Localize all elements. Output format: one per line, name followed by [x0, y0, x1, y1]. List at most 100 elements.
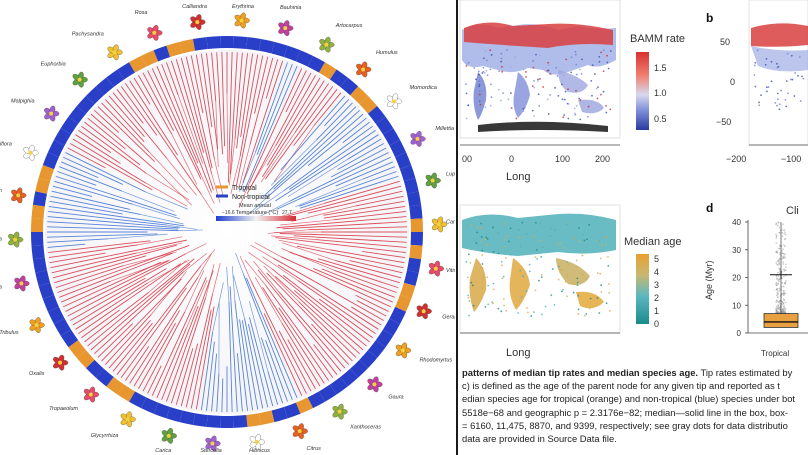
panel-c-legend-title: Median age	[624, 236, 682, 248]
map-point	[591, 64, 594, 67]
panel-c-legend-tick-0: 5	[654, 254, 659, 264]
panel-d-outlier	[784, 292, 787, 295]
map-point	[539, 240, 542, 243]
tree-legend: Tropical Non-tropical Mean annual Temper…	[216, 185, 296, 221]
tree-branch	[147, 70, 202, 180]
map-point	[475, 242, 478, 244]
panel-d-category: Tropical	[761, 349, 789, 358]
tree-branch	[97, 106, 155, 162]
map-point	[560, 83, 563, 86]
ring-segment	[32, 257, 48, 273]
map-point	[554, 86, 556, 89]
tree-inner-branch	[233, 275, 245, 319]
map-point	[573, 107, 576, 110]
tree-branch	[349, 260, 403, 274]
panel-d-outlier	[775, 235, 778, 237]
ring-segment	[129, 391, 147, 409]
tree-branch	[288, 130, 376, 190]
map-point	[547, 69, 550, 72]
panel-d-outlier	[778, 287, 781, 289]
tree-branch	[323, 180, 400, 204]
map-point	[589, 297, 592, 300]
map-point	[510, 92, 512, 94]
map-point	[485, 69, 488, 72]
ring-segment	[246, 413, 262, 427]
tree-branch	[87, 117, 126, 150]
ring-segment	[367, 106, 386, 124]
panel-d-yticks: 40 30 20 10 0	[732, 218, 748, 338]
tree-branch	[84, 292, 149, 343]
map-point	[522, 110, 525, 113]
map-point	[481, 249, 483, 252]
panel-d-outlier	[777, 282, 779, 285]
map-point	[563, 98, 566, 101]
tree-branch	[294, 83, 329, 133]
panel-d-outlier	[776, 294, 778, 297]
plant-flower	[278, 20, 294, 37]
tree-branch	[61, 161, 99, 179]
map-point	[533, 311, 535, 313]
plant-label: Euphorbia	[41, 61, 66, 67]
tree-branches	[47, 52, 407, 412]
tree-inner-branch	[123, 251, 177, 266]
map-point	[528, 270, 531, 273]
tree-branch	[151, 277, 207, 396]
tree-branch	[280, 256, 391, 308]
map-point	[802, 77, 805, 80]
map-point	[489, 68, 492, 71]
map-point	[470, 281, 473, 284]
panel-c-legend-tick-2: 3	[654, 280, 659, 290]
map-point	[541, 246, 544, 249]
tree-branch	[81, 309, 120, 339]
ring-segment	[31, 218, 44, 232]
ring-segment	[359, 95, 378, 114]
ring-segment	[409, 204, 423, 220]
plant-flower	[161, 427, 177, 444]
tree-inner-branch	[150, 271, 187, 316]
panel-d-outlier	[784, 245, 786, 248]
map-point	[754, 61, 757, 64]
map-point	[563, 247, 566, 249]
panel-d-outlier	[775, 237, 778, 239]
panel-d-outlier	[779, 299, 781, 302]
panel-d-outlier	[775, 282, 777, 285]
map-point	[523, 106, 526, 109]
tree-branch	[236, 353, 243, 412]
panel-d-ylabel: Age (Myr)	[704, 260, 714, 300]
map-point	[506, 49, 509, 51]
tree-branch	[48, 244, 139, 259]
panel-d-outlier	[782, 223, 784, 226]
map-point	[574, 53, 577, 56]
map-point	[776, 92, 779, 95]
map-point	[600, 51, 602, 54]
tree-branch	[75, 134, 121, 164]
tree-branch	[48, 211, 167, 226]
panel-b-high-rate-band	[751, 23, 808, 47]
map-point	[516, 77, 519, 80]
tree-branch	[228, 301, 233, 412]
tree-branch	[94, 271, 185, 355]
map-point	[785, 80, 788, 82]
tree-branch	[300, 175, 399, 209]
tree-branch	[125, 83, 202, 195]
plant-flower	[23, 144, 39, 161]
map-point	[466, 276, 469, 279]
ring-segment	[60, 329, 79, 348]
map-point	[561, 98, 564, 101]
ring-segment	[153, 45, 171, 62]
tree-branch	[355, 195, 404, 207]
tree-branch	[262, 287, 325, 384]
ring-segment	[258, 38, 275, 54]
tree-inner-branch	[200, 175, 215, 204]
map-point	[540, 273, 543, 276]
panel-d-ytick: 40	[732, 218, 741, 227]
tree-branch	[101, 278, 182, 362]
figure-caption: patterns of median tip rates and median …	[462, 366, 808, 445]
tree-branch	[318, 298, 373, 339]
map-point	[758, 101, 760, 104]
panel-d-outlier	[778, 257, 781, 260]
tree-branch	[282, 221, 407, 230]
tree-branch	[52, 244, 177, 279]
plant-flower	[44, 105, 60, 122]
map-point	[535, 230, 538, 233]
